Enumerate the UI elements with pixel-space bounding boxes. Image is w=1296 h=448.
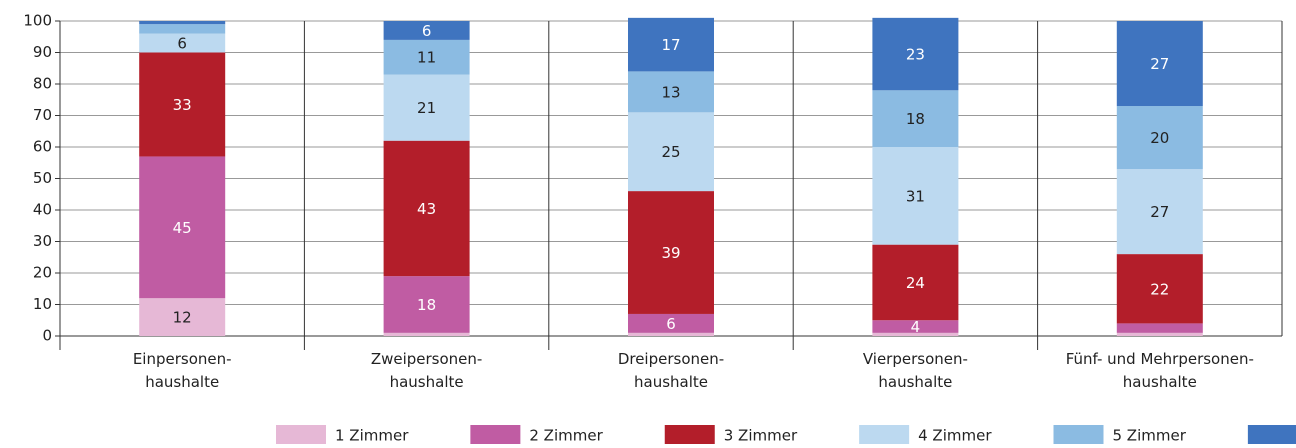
y-tick-label: 90 [33, 43, 52, 61]
x-tick-label: Zweipersonen-haushalte [371, 350, 483, 391]
legend-swatch [1247, 425, 1296, 444]
legend-label: 1 Zimmer [335, 427, 409, 445]
legend-label: 4 Zimmer [918, 427, 992, 445]
data-label: 6 [177, 35, 187, 53]
data-label: 23 [906, 46, 925, 64]
bar-segment [872, 17, 959, 91]
bar-segment [139, 21, 226, 25]
bar-segment [1116, 106, 1203, 170]
bar-segment [872, 90, 959, 147]
data-label: 20 [1150, 129, 1169, 147]
bar-segment [628, 112, 714, 192]
x-tick-label: Fünf- und Mehrpersonen-haushalte [1066, 350, 1254, 391]
data-label: 25 [661, 143, 680, 161]
data-label: 13 [661, 83, 680, 101]
legend-label: 5 Zimmer [1113, 427, 1187, 445]
bar-segment [383, 74, 470, 141]
bar-segment [1116, 169, 1203, 255]
y-tick-label: 60 [33, 138, 52, 156]
data-label: 17 [661, 36, 680, 54]
y-tick-label: 50 [33, 169, 52, 187]
legend-label: 3 Zimmer [724, 427, 798, 445]
data-label: 21 [417, 99, 436, 117]
bar-segment [872, 332, 959, 336]
data-label: 6 [666, 315, 676, 333]
bar-segment [872, 320, 959, 333]
bar-segment [628, 313, 714, 333]
data-label: 6 [422, 22, 432, 40]
bar-segment [383, 21, 470, 40]
legend-swatch [1053, 425, 1104, 444]
bar-segment [628, 17, 714, 72]
data-label: 22 [1150, 280, 1169, 298]
y-tick-label: 80 [33, 75, 52, 93]
data-label: 39 [661, 244, 680, 262]
bar-segment [1116, 332, 1203, 336]
legend-swatch [859, 425, 910, 444]
bar-segment [139, 52, 226, 157]
x-tick-label: Einpersonen-haushalte [133, 350, 232, 391]
bar-segment [628, 332, 714, 336]
x-tick-label: Dreipersonen-haushalte [618, 350, 724, 391]
bar-segment [139, 298, 226, 336]
data-label: 43 [417, 200, 436, 218]
bar-segment [1116, 21, 1203, 107]
data-label: 4 [911, 318, 921, 336]
bar-segment [1116, 323, 1203, 333]
bar-segment [872, 244, 959, 321]
y-tick-label: 10 [33, 295, 52, 313]
legend-swatch [276, 425, 326, 444]
bar-segment [383, 332, 470, 336]
bar-segment [1116, 254, 1203, 324]
legend-label: 2 Zimmer [529, 427, 603, 445]
y-tick-label: 0 [42, 327, 52, 345]
bar-segment [383, 140, 470, 277]
bar-segment [383, 276, 470, 333]
data-label: 31 [906, 187, 925, 205]
bar-segment [628, 191, 714, 314]
bar-segment [872, 147, 959, 245]
data-label: 27 [1150, 55, 1169, 73]
y-tick-label: 40 [33, 201, 52, 219]
y-tick-label: 30 [33, 232, 52, 250]
data-label: 24 [906, 274, 925, 292]
y-tick-label: 20 [33, 264, 52, 282]
legend-swatch [470, 425, 521, 444]
bar-segment [139, 33, 226, 53]
bar-segment [628, 71, 714, 113]
legend-swatch [664, 425, 715, 444]
x-tick-label: Vierpersonen-haushalte [863, 350, 968, 391]
y-tick-label: 100 [23, 12, 52, 30]
data-label: 18 [906, 110, 925, 128]
data-label: 45 [173, 219, 192, 237]
data-label: 18 [417, 296, 436, 314]
bar-segment [139, 24, 226, 34]
bar-segment [383, 39, 470, 75]
bar-segment [139, 156, 226, 299]
y-tick-label: 70 [33, 106, 52, 124]
data-label: 12 [173, 309, 192, 327]
data-label: 27 [1150, 203, 1169, 221]
data-label: 11 [417, 49, 436, 67]
data-label: 33 [173, 96, 192, 114]
